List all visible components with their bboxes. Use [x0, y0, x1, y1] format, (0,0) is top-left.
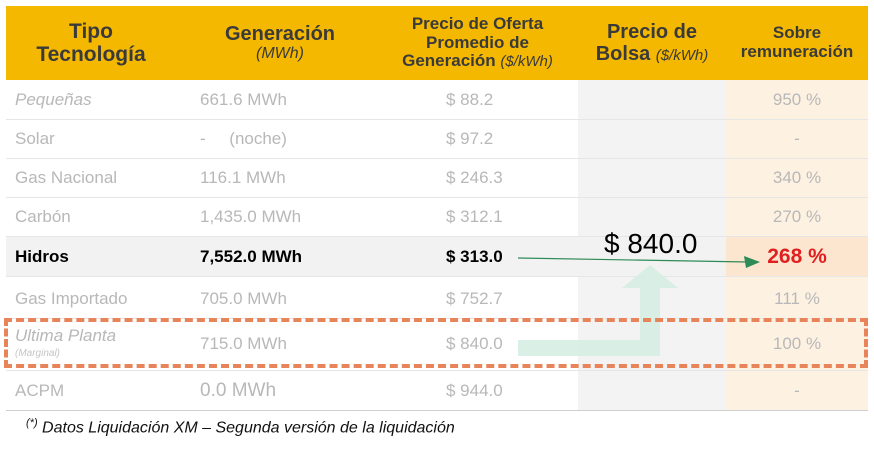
- table-row: Carbón 1,435.0 MWh $ 312.1 270 %: [6, 197, 868, 236]
- header-bolsa-unit: ($/kWh): [655, 47, 709, 64]
- cell-tipo: Solar: [15, 128, 55, 148]
- cell-oferta: $ 246.3: [446, 167, 503, 187]
- marginal-highlight-box: [4, 318, 868, 368]
- table-row-marginal: Ultima Planta (Marginal) 715.0 MWh $ 840…: [6, 324, 868, 363]
- cell-tipo: Gas Nacional: [15, 167, 118, 187]
- table-row: Pequeñas 661.6 MWh $ 88.2 950 %: [6, 80, 868, 119]
- cell-tipo: Ultima Planta: [15, 326, 117, 345]
- header-generacion: Generación (MWh): [190, 6, 370, 80]
- header-tipo-line1: Tipo: [69, 19, 113, 43]
- connector-line: [517, 257, 749, 263]
- header-generacion-unit: (MWh): [256, 45, 304, 63]
- cell-sobre: -: [794, 380, 800, 400]
- table-row-hidros: Hidros 7,552.0 MWh $ 313.0 268 %: [6, 237, 868, 276]
- cell-sobre: 950 %: [772, 89, 822, 109]
- footnote-mark: (*): [26, 417, 38, 429]
- cell-tipo-sub: (Marginal): [15, 348, 61, 359]
- cell-generacion: 705.0 MWh: [200, 288, 287, 308]
- header-sobre: Sobre remuneración: [726, 6, 868, 80]
- cell-sobre-highlight: 268 %: [767, 244, 827, 268]
- cell-tipo: ACPM: [15, 380, 65, 400]
- up-arrow-shape: [518, 265, 678, 356]
- cell-tipo: Pequeñas: [15, 89, 92, 109]
- footnote-text: Datos Liquidación XM – Segunda versión d…: [37, 419, 455, 437]
- precio-bolsa-value: $ 840.0: [604, 228, 698, 259]
- header-oferta-line2: Promedio de: [426, 32, 529, 52]
- cell-oferta: $ 944.0: [446, 380, 503, 400]
- header-generacion-label: Generación: [224, 23, 336, 46]
- cell-oferta: $ 97.2: [446, 128, 494, 148]
- cell-oferta: $ 752.7: [446, 288, 503, 308]
- row-divider: [6, 197, 868, 198]
- table-row: Solar - (noche) $ 97.2 -: [6, 119, 868, 158]
- table-row: Gas Nacional 116.1 MWh $ 246.3 340 %: [6, 158, 868, 197]
- header-oferta-unit: ($/kWh): [500, 53, 553, 71]
- cell-sobre: 100 %: [772, 333, 822, 353]
- cell-sobre: 270 %: [772, 206, 822, 226]
- cell-generacion: 715.0 MWh: [200, 333, 287, 353]
- header-oferta-line3: Generación: [402, 51, 496, 71]
- footnote: (*) Datos Liquidación XM – Segunda versi…: [26, 417, 455, 437]
- header-bolsa-line2: Bolsa: [595, 43, 651, 65]
- cell-sobre: 111 %: [774, 288, 820, 308]
- cell-tipo: Carbón: [15, 206, 71, 226]
- cell-generacion: 0.0 MWh: [200, 379, 277, 401]
- row-divider: [6, 276, 868, 277]
- row-divider: [6, 370, 868, 371]
- cell-tipo: Hidros: [15, 246, 69, 266]
- table-bottom-border: [6, 410, 868, 411]
- header-sobre-line1: Sobre: [772, 23, 822, 43]
- table-row: ACPM 0.0 MWh $ 944.0 -: [6, 371, 868, 410]
- cell-generacion: 661.6 MWh: [200, 89, 287, 109]
- header-bolsa: Precio de Bolsa ($/kWh): [578, 6, 726, 80]
- arrow-head-icon: [744, 256, 760, 268]
- cell-generacion: 1,435.0 MWh: [200, 206, 302, 226]
- table-header-bar: [6, 6, 868, 80]
- header-oferta: Precio de Oferta Promedio de Generación …: [380, 6, 575, 80]
- cell-sobre: -: [794, 128, 800, 148]
- table-row: Gas Importado 705.0 MWh $ 752.7 111 %: [6, 279, 868, 318]
- cell-generacion: 116.1 MWh: [200, 167, 286, 187]
- header-bolsa-line1: Precio de: [606, 21, 698, 43]
- hidros-row-bg: [6, 236, 868, 276]
- cell-generacion: 7,552.0 MWh: [200, 246, 303, 266]
- cell-oferta: $ 840.0: [446, 333, 503, 353]
- hidros-sobre-bg: [726, 236, 868, 276]
- header-tipo: Tipo Tecnología: [6, 6, 176, 80]
- header-sobre-line2: remuneración: [740, 42, 854, 61]
- header-tipo-line2: Tecnología: [36, 43, 146, 66]
- row-divider: [6, 119, 868, 120]
- cell-sobre: 340 %: [772, 167, 822, 187]
- cell-oferta: $ 312.1: [446, 206, 503, 226]
- cell-oferta: $ 313.0: [446, 246, 503, 266]
- header-oferta-line1: Precio de Oferta: [411, 13, 544, 33]
- row-divider: [6, 158, 868, 159]
- cell-generacion: - (noche): [200, 128, 287, 148]
- cell-oferta: $ 88.2: [446, 89, 494, 109]
- cell-tipo: Gas Importado: [15, 288, 128, 308]
- row-divider: [6, 236, 868, 237]
